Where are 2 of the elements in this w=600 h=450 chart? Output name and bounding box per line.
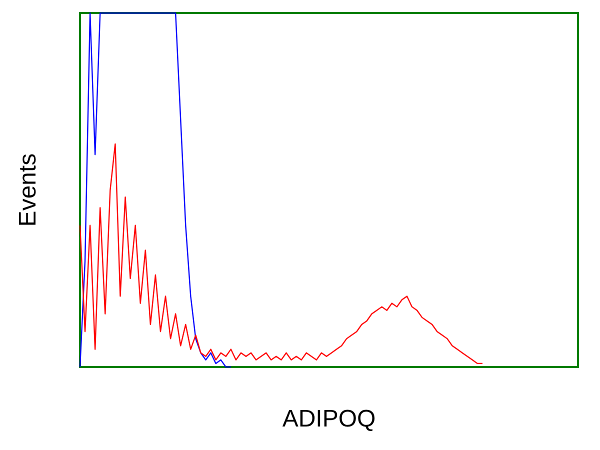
x-axis-title: ADIPOQ [282, 406, 376, 432]
y-axis-title: Events [14, 153, 42, 227]
